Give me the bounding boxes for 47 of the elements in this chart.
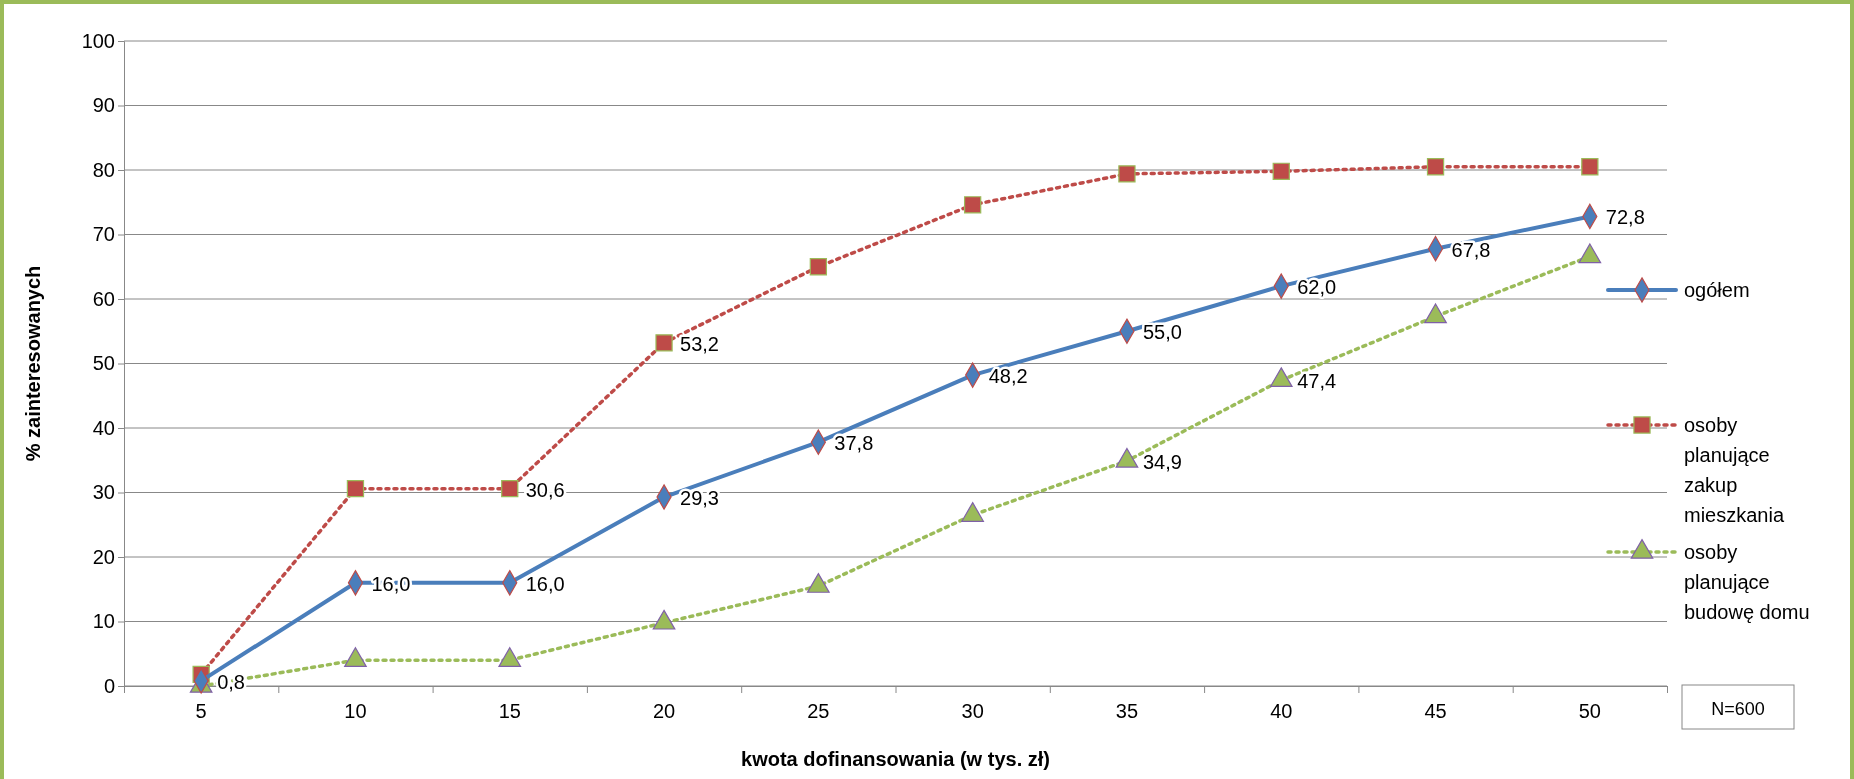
legend-label: ogółem [1684,279,1750,301]
data-label: 30,6 [525,478,565,501]
x-tick-label: 40 [1270,700,1293,722]
text: N=600 [1711,699,1765,719]
data-label: 34,9 [1142,450,1182,473]
x-tick-label: 5 [195,700,207,722]
point [963,196,982,214]
data-label: 53,2 [680,332,719,355]
data-label: 62,0 [1297,276,1337,299]
x-axis-title: kwota dofinansowania (w tys. zł) [741,748,1050,770]
y-tick-label: 0 [103,674,115,697]
x-tick-label: 20 [652,700,676,722]
y-tick-label: 10 [92,610,115,633]
data-label: 72,8 [1605,206,1645,229]
data-label: 16,0 [525,572,565,595]
point [655,334,673,352]
y-tick-label: 90 [92,94,115,117]
x-tick-label: 35 [1115,700,1139,722]
x-tick-label: 10 [344,700,367,722]
y-tick-label: 20 [92,545,115,568]
y-tick-label: 70 [92,223,115,246]
y-tick-label: 40 [92,416,115,439]
y-axis-title: % zainteresowanych [22,265,44,462]
point [1272,162,1290,180]
point [809,258,828,276]
x-tick-label: 30 [961,700,984,722]
x-tick-label: 45 [1424,700,1447,722]
point [1426,158,1445,176]
point [501,479,519,498]
y-tick-label: 60 [92,287,115,310]
data-label: 37,8 [834,432,874,455]
y-tick-label: 100 [81,29,115,52]
y-tick-label: 50 [92,352,115,375]
data-label: 29,3 [680,487,719,510]
data-label: 67,8 [1451,238,1491,261]
point [346,479,365,498]
x-tick-label: 25 [807,700,830,722]
data-label: 48,2 [988,365,1028,388]
y-tick-label: 80 [92,158,115,181]
data-label: 47,4 [1297,370,1337,393]
data-label: 55,0 [1142,321,1182,344]
point [1581,158,1599,176]
x-tick-label: 15 [498,700,521,722]
y-tick-label: 30 [92,481,115,504]
legend-label: osoby planujące budowę domu [1684,541,1810,623]
point [1118,165,1136,183]
x-tick-label: 50 [1578,700,1601,722]
